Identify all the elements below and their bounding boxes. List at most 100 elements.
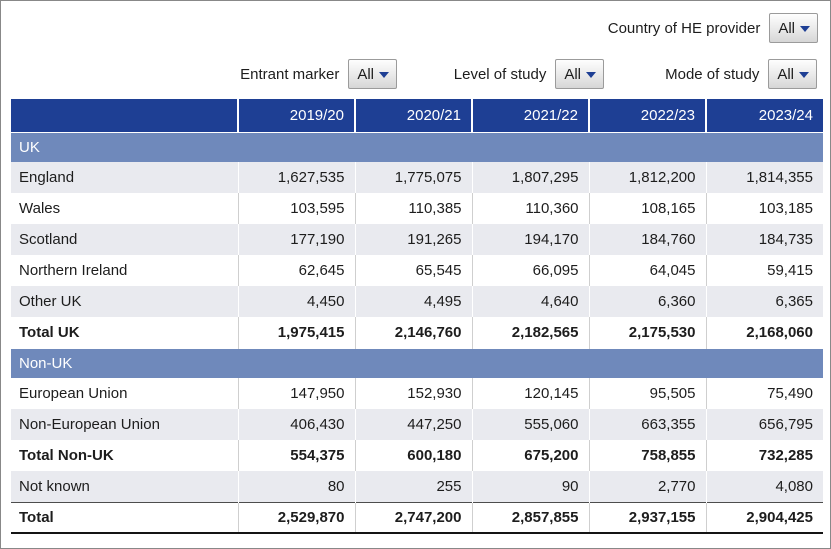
- table-container: 2019/20 2020/21 2021/22 2022/23 2023/24 UK En…: [11, 99, 823, 534]
- cell-value: 758,855: [588, 440, 706, 471]
- header-corner-cell: [11, 99, 238, 132]
- cell-value: 65,545: [354, 255, 472, 286]
- cell-value: 194,170: [471, 224, 589, 255]
- table-row: Northern Ireland 62,645 65,545 66,095 64,045…: [11, 255, 823, 286]
- column-header: 2021/22: [471, 99, 589, 132]
- cell-value: 555,060: [471, 409, 589, 440]
- table-row: Total UK 1,975,415 2,146,760 2,182,565 2,175…: [11, 317, 823, 348]
- cell-value: 177,190: [237, 224, 355, 255]
- table-row: Other UK 4,450 4,495 4,640 6,360 6,365: [11, 286, 823, 317]
- cell-value: 4,495: [354, 286, 472, 317]
- country-of-he-provider-dropdown[interactable]: All: [769, 13, 818, 43]
- row-label: European Union: [11, 378, 238, 409]
- filter-entrant-marker: Entrant marker All: [240, 59, 397, 89]
- dropdown-value: All: [778, 19, 795, 37]
- header-row: 2019/20 2020/21 2021/22 2022/23 2023/24: [11, 99, 823, 132]
- cell-value: 6,365: [705, 286, 823, 317]
- mode-of-study-label: Mode of study: [665, 65, 760, 83]
- cell-value: 75,490: [705, 378, 823, 409]
- cell-value: 2,529,870: [237, 501, 355, 534]
- cell-value: 406,430: [237, 409, 355, 440]
- filter-level-of-study: Level of study All: [454, 59, 604, 89]
- row-label: Total UK: [11, 317, 238, 348]
- caret-down-icon: [379, 72, 389, 78]
- table-row: Non-European Union 406,430 447,250 555,060 6…: [11, 409, 823, 440]
- caret-down-icon: [800, 26, 810, 32]
- cell-value: 110,360: [471, 193, 589, 224]
- cell-value: 255: [354, 471, 472, 502]
- cell-value: 2,770: [588, 471, 706, 502]
- level-of-study-dropdown[interactable]: All: [555, 59, 604, 89]
- row-label: Other UK: [11, 286, 238, 317]
- column-header: 2019/20: [237, 99, 355, 132]
- cell-value: 2,175,530: [588, 317, 706, 348]
- table-row: Wales 103,595 110,385 110,360 108,165 103,185: [11, 193, 823, 224]
- cell-value: 2,857,855: [471, 501, 589, 534]
- filter-country-of-he-provider: Country of HE provider All: [608, 13, 818, 43]
- table-header: 2019/20 2020/21 2021/22 2022/23 2023/24: [11, 99, 823, 132]
- cell-value: 675,200: [471, 440, 589, 471]
- cell-value: 2,904,425: [705, 501, 823, 534]
- cell-value: 103,595: [237, 193, 355, 224]
- cell-value: 2,937,155: [588, 501, 706, 534]
- cell-value: 147,950: [237, 378, 355, 409]
- row-label: Not known: [11, 471, 238, 502]
- row-label: England: [11, 162, 238, 193]
- cell-value: 1,975,415: [237, 317, 355, 348]
- section-row: UK: [11, 131, 823, 162]
- cell-value: 656,795: [705, 409, 823, 440]
- cell-value: 1,807,295: [471, 162, 589, 193]
- cell-value: 66,095: [471, 255, 589, 286]
- cell-value: 1,814,355: [705, 162, 823, 193]
- cell-value: 2,182,565: [471, 317, 589, 348]
- cell-value: 62,645: [237, 255, 355, 286]
- caret-down-icon: [799, 72, 809, 78]
- cell-value: 600,180: [354, 440, 472, 471]
- table-row: Total 2,529,870 2,747,200 2,857,855 2,937,15…: [11, 501, 823, 534]
- caret-down-icon: [586, 72, 596, 78]
- row-label: Northern Ireland: [11, 255, 238, 286]
- cell-value: 103,185: [705, 193, 823, 224]
- cell-value: 59,415: [705, 255, 823, 286]
- cell-value: 120,145: [471, 378, 589, 409]
- cell-value: 191,265: [354, 224, 472, 255]
- country-of-he-provider-label: Country of HE provider: [607, 19, 761, 37]
- level-of-study-label: Level of study: [453, 65, 547, 83]
- cell-value: 108,165: [588, 193, 706, 224]
- column-header: 2023/24: [705, 99, 823, 132]
- cell-value: 732,285: [705, 440, 823, 471]
- cell-value: 184,760: [588, 224, 706, 255]
- table-row: England 1,627,535 1,775,075 1,807,295 1,812,…: [11, 162, 823, 193]
- cell-value: 152,930: [354, 378, 472, 409]
- cell-value: 110,385: [354, 193, 472, 224]
- table-row: European Union 147,950 152,930 120,145 95,50…: [11, 378, 823, 409]
- cell-value: 447,250: [354, 409, 472, 440]
- cell-value: 663,355: [588, 409, 706, 440]
- cell-value: 1,812,200: [588, 162, 706, 193]
- mode-of-study-dropdown[interactable]: All: [768, 59, 817, 89]
- cell-value: 80: [237, 471, 355, 502]
- entrant-marker-label: Entrant marker: [240, 65, 340, 83]
- column-header: 2022/23: [588, 99, 706, 132]
- dropdown-value: All: [777, 65, 794, 83]
- filter-mode-of-study: Mode of study All: [665, 59, 817, 89]
- cell-value: 4,080: [705, 471, 823, 502]
- cell-value: 184,735: [705, 224, 823, 255]
- row-label: Total Non-UK: [11, 440, 238, 471]
- row-label: Non-European Union: [11, 409, 238, 440]
- cell-value: 554,375: [237, 440, 355, 471]
- table-row: Not known 80 255 90 2,770 4,080: [11, 471, 823, 502]
- entrant-marker-dropdown[interactable]: All: [348, 59, 397, 89]
- dropdown-value: All: [564, 65, 581, 83]
- dropdown-value: All: [357, 65, 374, 83]
- table-row: Total Non-UK 554,375 600,180 675,200 758,855…: [11, 440, 823, 471]
- row-label: Total: [11, 501, 238, 534]
- cell-value: 6,360: [588, 286, 706, 317]
- data-table: 2019/20 2020/21 2021/22 2022/23 2023/24 UK En…: [11, 99, 823, 534]
- column-header: 2020/21: [354, 99, 472, 132]
- table-body: UK England 1,627,535 1,775,075 1,807,295 1,81…: [11, 131, 823, 534]
- cell-value: 95,505: [588, 378, 706, 409]
- section-row: Non-UK: [11, 347, 823, 378]
- row-label: Scotland: [11, 224, 238, 255]
